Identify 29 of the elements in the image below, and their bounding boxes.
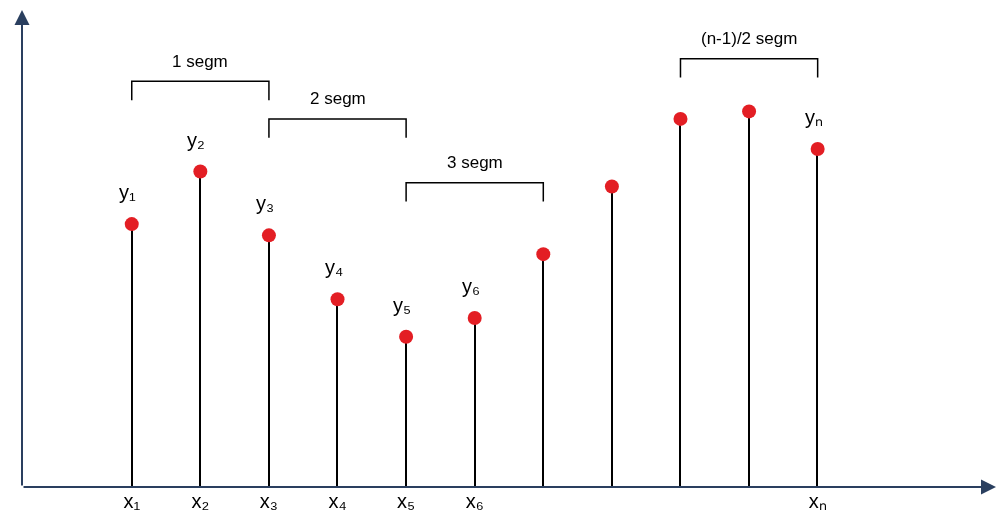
annotation: y₄ [325,256,344,278]
point [261,228,276,243]
point [810,141,825,156]
text: 2 segm [310,89,366,108]
point [193,164,208,179]
annotation: y₁ [119,181,136,203]
annotation: y₂ [187,129,205,151]
point [536,247,551,262]
point [673,111,688,126]
point [742,104,757,119]
x-tick-label: x₄ [328,490,347,512]
annotation: yₙ [805,106,823,128]
x-tick-label: xₙ [808,490,827,512]
point [330,292,345,307]
annotation: 3 segm [447,153,503,172]
annotation: y₅ [393,294,412,316]
x-tick-label: x₆ [465,490,484,512]
annotation: y₃ [256,192,275,214]
point [399,329,414,344]
x-tick-label: x₅ [397,490,416,512]
point [467,310,482,325]
x-tick-label: x₂ [191,490,210,512]
point [124,217,139,232]
text: 1 segm [172,52,228,71]
text: (n-1)/2 segm [701,29,798,48]
point [604,179,619,194]
x-tick-label: x₁ [123,490,141,512]
x-tick-label: x₃ [259,490,279,512]
annotation: y₆ [462,275,481,297]
